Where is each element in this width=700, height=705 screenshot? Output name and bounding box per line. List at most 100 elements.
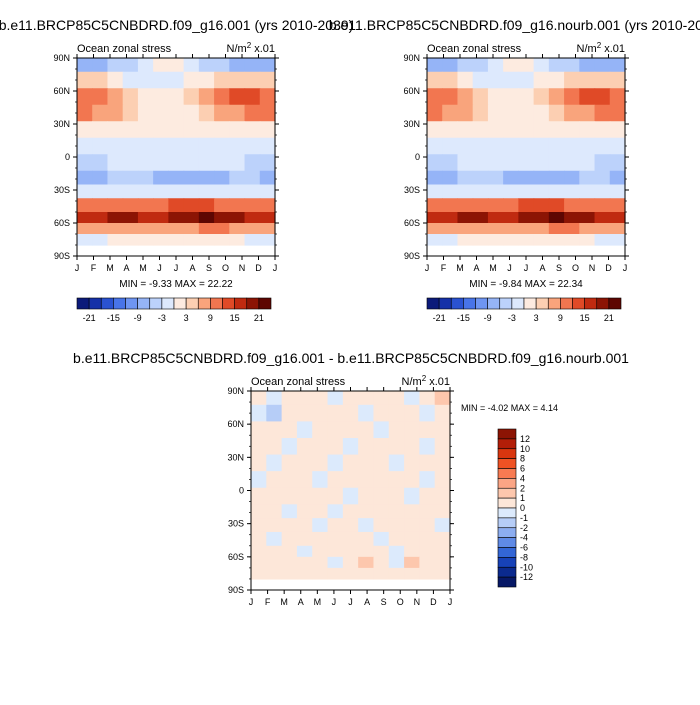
panel-right-heatmap-cell: [472, 154, 489, 172]
panel-difference-heatmap-cell: [327, 437, 344, 456]
panel-left-heatmap-cell: [153, 234, 169, 246]
panel-right-heatmap-cell: [442, 170, 459, 186]
panel-difference-y-tick-label: 90S: [228, 585, 244, 595]
panel-right-heatmap-cell: [472, 184, 489, 199]
panel-difference-x-tick-label: A: [298, 597, 304, 607]
panel-right-heatmap-cell: [427, 170, 443, 186]
panel-difference-heatmap-cell: [358, 518, 375, 533]
panel-difference-heatmap-cell: [434, 454, 451, 472]
panel-right-y-tick-label: 30S: [404, 185, 420, 195]
panel-difference-colorbar-label: 4: [520, 473, 525, 483]
panel-right-heatmap-cell: [457, 121, 474, 139]
panel-difference-colorbar-swatch: [497, 497, 517, 509]
panel-difference-heatmap-cell: [312, 487, 329, 505]
panel-difference-heatmap-cell: [404, 421, 420, 439]
panel-difference-heatmap-cell: [327, 518, 344, 533]
panel-left-title: b.e11.BRCP85C5CNBDRD.f09_g16.001 (yrs 20…: [0, 17, 353, 33]
panel-left-heatmap-cell: [198, 234, 215, 246]
panel-left-heatmap-cell: [92, 104, 109, 122]
panel-difference-heatmap-cell: [327, 454, 344, 472]
panel-left-heatmap-cell: [259, 170, 276, 186]
panel-difference-heatmap-cell: [266, 421, 283, 439]
panel-difference-heatmap-cell: [296, 421, 313, 439]
panel-difference-colorbar-swatch: [497, 576, 517, 588]
panel-difference-heatmap-cell: [404, 404, 420, 422]
panel-right-x-tick-label: M: [456, 263, 464, 273]
panel-left-heatmap-cell: [244, 104, 261, 122]
panel-difference-heatmap-cell: [388, 471, 405, 489]
panel-right-heatmap-cell: [487, 184, 504, 199]
panel-difference-heatmap-cell: [434, 518, 451, 533]
panel-left-heatmap-cell: [198, 184, 215, 199]
panel-left-heatmap-cell: [153, 58, 169, 73]
panel-left-heatmap-cell: [183, 234, 200, 246]
panel-difference-heatmap-cell: [342, 567, 359, 580]
panel-right-heatmap-cell: [487, 137, 504, 155]
panel-difference-heatmap-cell: [373, 404, 390, 422]
panel-right-heatmap-cell: [579, 104, 596, 122]
panel-difference-heatmap-cell: [296, 391, 313, 406]
panel-left-heatmap-cell: [214, 137, 230, 155]
panel-difference-heatmap-cell: [434, 421, 451, 439]
panel-difference-heatmap-cell: [388, 487, 405, 505]
panel-left-heatmap-cell: [107, 137, 124, 155]
panel-difference-x-tick-label: A: [364, 597, 370, 607]
panel-left-heatmap-cell: [229, 234, 246, 246]
panel-left-heatmap-cell: [92, 223, 109, 235]
panel-left-x-tick-label: N: [239, 263, 246, 273]
panel-left-heatmap-cell: [198, 223, 215, 235]
panel-difference-heatmap-cell: [251, 391, 267, 406]
panel-left-heatmap-cell: [122, 154, 139, 172]
panel-left-heatmap-cell: [137, 104, 154, 122]
panel-left-heatmap-cell: [183, 184, 200, 199]
panel-difference-heatmap-cell: [419, 567, 436, 580]
panel-right-heatmap-cell: [594, 137, 611, 155]
panel-difference-heatmap-cell: [373, 531, 390, 547]
panel-right-heatmap-cell: [548, 58, 565, 73]
panel-right-heatmap-cell: [472, 88, 489, 106]
panel-difference-heatmap-cell: [296, 504, 313, 519]
panel-left-heatmap-cell: [77, 58, 93, 73]
panel-difference-heatmap-cell: [312, 504, 329, 519]
panel-left-y-tick-label: 60S: [54, 218, 70, 228]
panel-left-heatmap-cell: [168, 212, 185, 224]
panel-left-heatmap-cell: [77, 184, 93, 199]
panel-difference-heatmap-cell: [373, 518, 390, 533]
panel-right-heatmap-cell: [579, 170, 596, 186]
panel-right-heatmap-cell: [594, 58, 611, 73]
panel-difference-heatmap-cell: [266, 556, 283, 569]
panel-difference-x-tick-label: J: [448, 597, 453, 607]
panel-right-heatmap-cell: [503, 234, 519, 246]
panel-right-heatmap-cell: [579, 71, 596, 89]
panel-difference-heatmap-cell: [373, 545, 390, 558]
panel-right-heatmap-cell: [609, 223, 626, 235]
panel-right-y-tick-label: 60S: [404, 218, 420, 228]
panel-right-heatmap-cell: [503, 88, 519, 106]
panel-left-heatmap-cell: [122, 212, 139, 224]
panel-right-heatmap-cell: [503, 154, 519, 172]
panel-left-heatmap-cell: [259, 223, 276, 235]
panel-left-colorbar-label: -15: [107, 313, 120, 323]
panel-left-heatmap-cell: [153, 198, 169, 213]
panel-difference-heatmap-cell: [251, 454, 267, 472]
panel-right-heatmap-cell: [472, 104, 489, 122]
panel-right-heatmap-cell: [442, 137, 459, 155]
panel-right-heatmap-cell: [442, 234, 459, 246]
panel-left-heatmap-cell: [259, 121, 276, 139]
panel-difference-heatmap-cell: [327, 487, 344, 505]
panel-difference-x-tick-label: S: [381, 597, 387, 607]
panel-difference-heatmap-cell: [342, 531, 359, 547]
panel-right-heatmap-cell: [472, 223, 489, 235]
panel-left-heatmap-cell: [214, 58, 230, 73]
panel-left-x-tick-label: A: [123, 263, 129, 273]
panel-difference-heatmap-cell: [312, 545, 329, 558]
panel-difference-colorbar-label: 6: [520, 464, 525, 474]
panel-difference-variable-label: Ocean zonal stress: [251, 376, 346, 388]
panel-difference-heatmap-cell: [373, 567, 390, 580]
panel-difference-heatmap-cell: [266, 567, 283, 580]
panel-left-heatmap-cell: [244, 88, 261, 106]
panel-left-heatmap-cell: [198, 154, 215, 172]
panel-right-heatmap-cell: [487, 198, 504, 213]
